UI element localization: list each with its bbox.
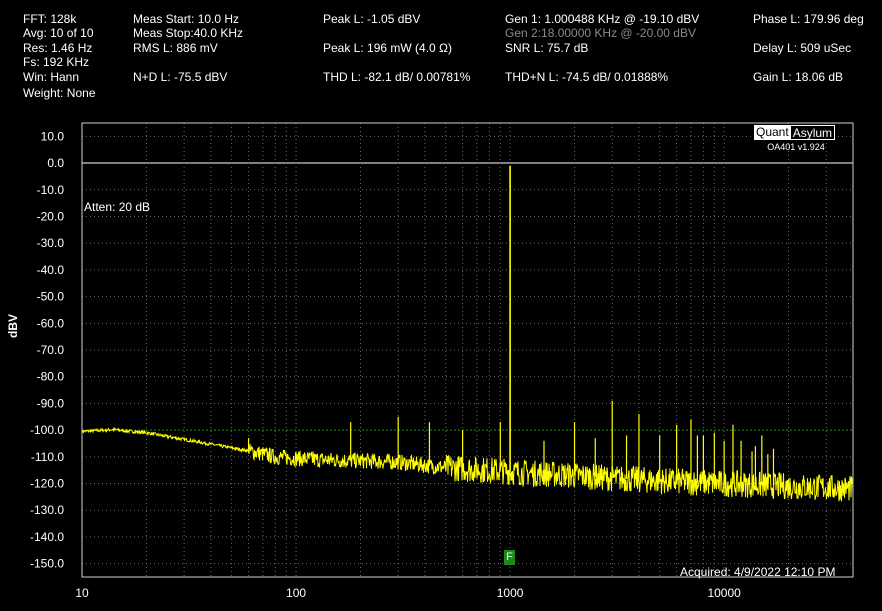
resolution-readout: Res: 1.46 Hz [23, 41, 93, 55]
generator2-readout: Gen 2:18.00000 KHz @ -20.00 dBV [505, 26, 696, 40]
acquired-timestamp: Acquired: 4/9/2022 12:10 PM [680, 565, 836, 579]
generator1-readout: Gen 1: 1.000488 KHz @ -19.10 dBV [505, 12, 700, 26]
y-tick-label: -70.0 [37, 343, 65, 357]
noise-distortion-readout: N+D L: -75.5 dBV [133, 70, 228, 84]
gain-readout: Gain L: 18.06 dB [753, 70, 844, 84]
y-axis-label: dBV [6, 314, 20, 338]
rms-readout: RMS L: 886 mV [133, 41, 218, 55]
y-tick-label: -150.0 [30, 557, 64, 571]
delay-readout: Delay L: 509 uSec [753, 41, 852, 55]
x-tick-label: 10000 [707, 586, 741, 600]
thd-readout: THD L: -82.1 dB/ 0.00781% [323, 70, 471, 84]
window-readout: Win: Hann [23, 70, 80, 84]
y-tick-label: -20.0 [37, 209, 65, 223]
peak-dbv-readout: Peak L: -1.05 dBV [323, 12, 421, 26]
y-tick-label: 0.0 [47, 156, 64, 170]
y-tick-label: -30.0 [37, 236, 65, 250]
x-tick-label: 100 [286, 586, 306, 600]
y-tick-label: 10.0 [41, 129, 65, 143]
plot-frame [81, 122, 854, 578]
snr-readout: SNR L: 75.7 dB [505, 41, 589, 55]
logo-quant-text: Quant [754, 125, 791, 140]
thd-n-readout: THD+N L: -74.5 dB/ 0.01888% [505, 70, 669, 84]
sample-rate-readout: Fs: 192 KHz [23, 55, 90, 69]
averages-readout: Avg: 10 of 10 [23, 26, 94, 40]
y-tick-label: -40.0 [37, 263, 65, 277]
y-tick-label: -80.0 [37, 370, 65, 384]
y-tick-label: -130.0 [30, 503, 64, 517]
fft-size-readout: FFT: 128k [23, 12, 77, 26]
y-tick-label: -110.0 [31, 450, 64, 464]
logo-asylum-text: Asylum [790, 125, 836, 140]
quantasylum-logo: Quant Asylum [754, 125, 838, 140]
fundamental-marker[interactable]: F [504, 550, 515, 565]
x-tick-label: 10 [75, 586, 89, 600]
software-version: OA401 v1.924 [767, 142, 825, 152]
meas-start-readout: Meas Start: 10.0 Hz [133, 12, 240, 26]
y-tick-label: -50.0 [37, 290, 65, 304]
y-tick-label: -120.0 [30, 477, 64, 491]
y-tick-label: -140.0 [30, 530, 64, 544]
phase-readout: Phase L: 179.96 deg [753, 12, 864, 26]
noise-floor-trace [81, 426, 854, 502]
y-tick-label: -10.0 [37, 183, 65, 197]
x-tick-label: 1000 [497, 586, 524, 600]
y-tick-label: -60.0 [37, 316, 65, 330]
meas-stop-readout: Meas Stop:40.0 KHz [133, 26, 244, 40]
spectrum-series [81, 165, 854, 502]
peak-power-readout: Peak L: 196 mW (4.0 Ω) [323, 41, 453, 55]
tick-labels: 10.0 0.0 -10.0 -20.0 -30.0 -40.0 -50.0 -60.0 -70… [30, 129, 741, 600]
attenuation-label: Atten: 20 dB [84, 200, 151, 214]
y-tick-label: -90.0 [37, 396, 65, 410]
y-tick-label: -100.0 [30, 423, 64, 437]
chart-grid [82, 123, 853, 577]
weighting-readout: Weight: None [23, 86, 96, 100]
